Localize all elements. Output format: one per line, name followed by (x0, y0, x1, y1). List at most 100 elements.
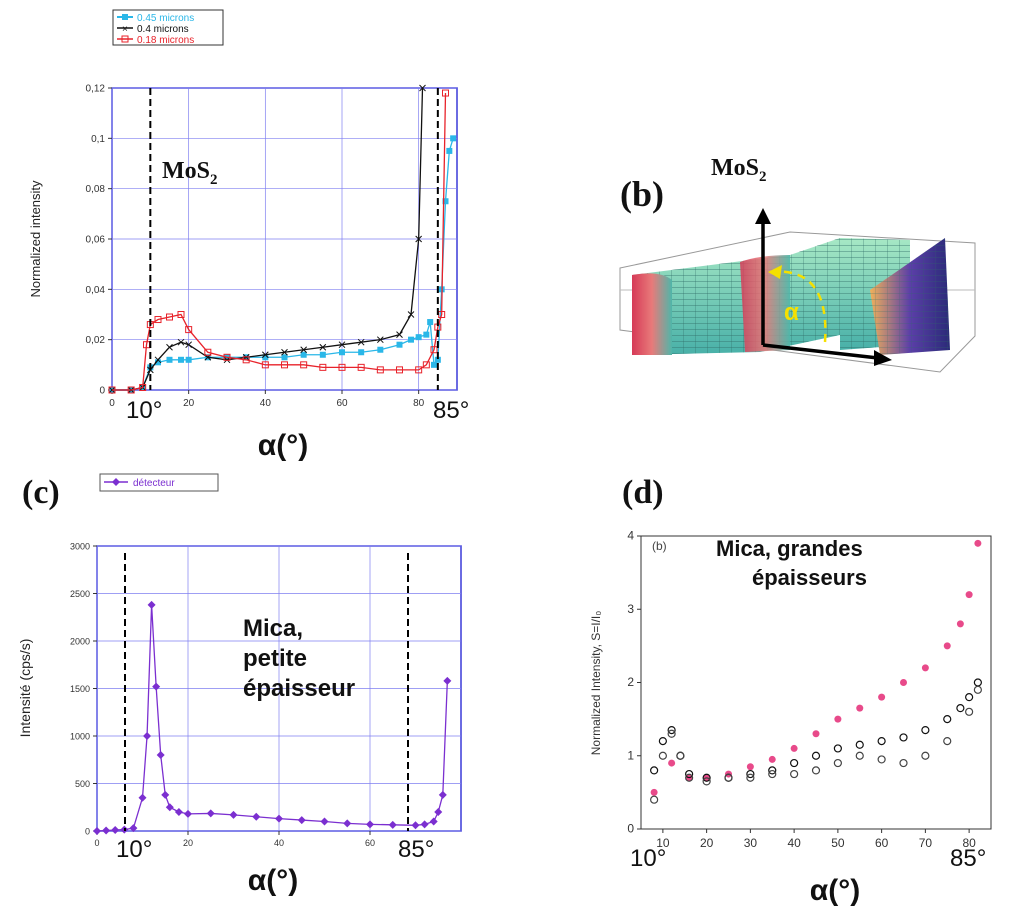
panel-a-series (108, 84, 457, 394)
data-point (165, 803, 174, 812)
panel-c-label: (c) (22, 474, 60, 511)
data-point (396, 341, 403, 348)
panel-b-label: (b) (620, 174, 664, 214)
data-point (422, 361, 430, 369)
panel-d-mark-right: 85° (950, 845, 986, 872)
x-tick-label: 20 (700, 836, 714, 850)
data-point (108, 386, 116, 394)
data-point (650, 766, 659, 775)
x-tick-label: 40 (787, 836, 801, 850)
x-tick-label: 0 (109, 398, 115, 409)
panel-c-mark-right: 85° (398, 836, 434, 863)
data-point (811, 766, 821, 775)
data-point (377, 346, 384, 353)
data-point (139, 383, 147, 391)
x-tick-label: 60 (365, 838, 375, 848)
data-point (973, 685, 982, 694)
data-point (185, 341, 193, 349)
panel-a-mark-right: 85° (433, 397, 469, 424)
data-point (442, 198, 449, 205)
data-point (724, 773, 733, 782)
data-point (262, 354, 269, 361)
data-point (877, 736, 886, 746)
panel-c: (c) détecteur 0 500 1000 1500 2000 2500 3000 0… (17, 473, 462, 897)
data-point (161, 790, 170, 799)
panel-d-y-ticks: 0 1 2 3 4 (627, 529, 641, 836)
data-point (177, 338, 185, 346)
legend-045: 0.45 microns (137, 13, 194, 24)
y-tick-label: 1000 (70, 732, 90, 742)
y-tick-label: 0,08 (86, 184, 106, 195)
data-point (319, 351, 326, 358)
panel-c-annotation: Mica, petite épaisseur (243, 615, 355, 702)
data-point (450, 135, 457, 142)
data-point (667, 726, 676, 735)
legend-04: 0.4 microns (137, 24, 189, 35)
y-tick-label: 2 (627, 675, 634, 689)
y-tick-label: 1 (627, 748, 634, 762)
panel-c-vlines (124, 553, 409, 831)
panel-a-mos2: MoS2 (162, 158, 218, 188)
data-point (281, 348, 288, 356)
data-point (965, 707, 974, 716)
data-point (702, 773, 711, 782)
data-point (899, 758, 908, 768)
panel-d-label: (d) (622, 474, 664, 511)
panel-d-plot-frame (640, 535, 992, 830)
data-point (658, 736, 667, 746)
data-point (943, 715, 952, 724)
data-point (855, 740, 864, 749)
legend-018: 0.18 microns (137, 35, 194, 46)
panel-a-legend: 0.45 microns × 0.4 microns 0.18 microns (112, 9, 224, 46)
panel-d-annotation-line-1: Mica, grandes (716, 536, 863, 561)
panel-c-annotation-line-3: épaisseur (243, 675, 355, 702)
data-point (856, 704, 864, 712)
data-point (407, 311, 415, 318)
data-point (396, 331, 403, 338)
data-point (281, 354, 288, 361)
data-point (921, 751, 930, 760)
y-tick-label: 1500 (70, 684, 90, 694)
x-tick-label: 80 (962, 836, 976, 850)
panel-d-mark-left: 10° (630, 845, 666, 872)
data-point (343, 819, 352, 828)
data-point (155, 359, 161, 366)
panel-a-xlabel: α(°) (258, 429, 308, 462)
data-point (223, 353, 231, 361)
data-point (438, 790, 447, 799)
data-point (956, 704, 965, 713)
data-point (443, 676, 452, 685)
data-point (900, 679, 907, 686)
y-tick-label: 0 (85, 827, 90, 837)
data-point (111, 826, 120, 835)
data-point (415, 366, 423, 374)
x-tick-label: 50 (831, 836, 845, 850)
y-tick-label: 0,06 (86, 235, 106, 246)
data-point (297, 816, 306, 825)
y-tick-label: 0 (627, 822, 634, 836)
data-point (415, 235, 423, 243)
panel-c-annotation-line-1: Mica, (243, 615, 303, 642)
data-point (281, 361, 288, 369)
data-point (275, 814, 283, 823)
data-point (768, 755, 776, 763)
panel-d-x-ticks: 10 20 30 40 50 60 70 80 (656, 829, 976, 850)
panel-c-mark-left: 10° (116, 836, 152, 863)
y-tick-label: 2000 (70, 637, 90, 647)
data-point (154, 316, 162, 324)
data-point (974, 539, 982, 547)
data-point (242, 356, 250, 364)
data-point (790, 758, 799, 768)
data-point (338, 363, 346, 371)
data-point (650, 788, 658, 796)
panel-b: (b) MoS2 (619, 155, 976, 373)
panel-d-annotation-line-2: épaisseurs (752, 565, 867, 590)
panel-b-title: MoS2 (711, 155, 767, 185)
data-point (921, 664, 929, 672)
data-point (746, 769, 755, 779)
data-point (357, 363, 365, 371)
x-tick-label: 20 (183, 398, 195, 409)
data-point (185, 326, 193, 334)
data-point (411, 821, 420, 830)
panel-c-y-ticks: 0 500 1000 1500 2000 2500 3000 (70, 542, 97, 837)
